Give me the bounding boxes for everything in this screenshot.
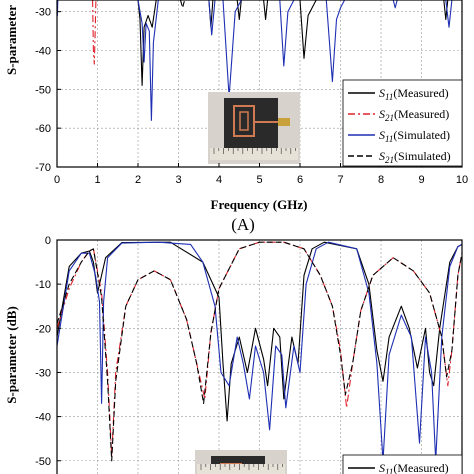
chart-panel-a: 0 1 2 3 4 5 6 7 8 9 10-30-40-50-60-70 S11(Measured…	[4, 0, 468, 234]
legend-symbol: S	[379, 128, 385, 142]
legend-text: (Measured)	[393, 86, 448, 100]
y-tick-label: -60	[35, 123, 51, 135]
device-photo-inset-b	[195, 450, 287, 474]
legend-text: (Simulated)	[394, 149, 451, 163]
x-tick-label: 0	[54, 174, 60, 186]
series-line-s11s-b	[57, 241, 462, 462]
y-tick-label: -20	[35, 323, 51, 335]
legend-subscript: 11	[385, 92, 393, 102]
y-tick-label: -40	[35, 412, 51, 424]
x-axis-label-a: Frequency (GHz)	[211, 197, 308, 212]
legend-subscript: 11	[385, 467, 393, 474]
y-tick-label: 0	[45, 235, 51, 247]
y-axis-label-b: S-parameter (dB)	[4, 306, 19, 404]
x-tick-label: 9	[418, 174, 424, 186]
chart-panel-b: 0 -10 -20 -30 -40 -50 S11(Measured) S-paramet…	[4, 235, 463, 474]
legend-entry: S21(Simulated)	[379, 149, 451, 165]
y-tick-label: -10	[35, 279, 51, 291]
plot-frame-b	[56, 239, 463, 474]
x-tick-label: 7	[337, 174, 343, 186]
legend-entry: S11(Measured)	[379, 86, 449, 102]
legend-subscript: 11	[385, 134, 393, 144]
y-tick-label: -50	[35, 84, 51, 96]
panel-label-a: (A)	[231, 215, 255, 234]
legend-text: (Measured)	[394, 107, 449, 121]
series-line-s21m-a	[92, 0, 97, 65]
y-tick-label: -30	[35, 367, 51, 379]
x-tick-label: 4	[216, 174, 222, 186]
legend-entry: S21(Measured)	[379, 107, 449, 123]
legend-text: (Measured)	[393, 461, 448, 474]
x-tick-label: 5	[256, 174, 262, 186]
legend-symbol: S	[379, 149, 385, 163]
legend-symbol: S	[379, 107, 385, 121]
x-tick-label: 1	[94, 174, 100, 186]
y-tick-label: -50	[35, 456, 51, 468]
legend-symbol: S	[379, 461, 385, 474]
legend-b: S11(Measured)	[342, 454, 463, 474]
x-tick-label: 3	[175, 174, 181, 186]
x-tick-label: 10	[456, 174, 468, 186]
series-line-s21s-a	[179, 0, 186, 9]
series-line-s11s-a	[57, 0, 453, 121]
legend-entry: S11(Simulated)	[379, 128, 450, 144]
series-line-s11m-a	[137, 0, 449, 86]
y-axis-label-a: S-parameter	[4, 5, 19, 75]
series-line-s21s-b	[57, 241, 462, 462]
y-tick-label: -40	[35, 45, 51, 57]
x-tick-label: 2	[135, 174, 141, 186]
legend-text: (Simulated)	[393, 128, 450, 142]
legend-subscript: 21	[385, 155, 394, 165]
legend-symbol: S	[379, 86, 385, 100]
legend-a: S11(Measured)S21(Measured)S11(Simulated)…	[342, 79, 463, 167]
legend-subscript: 21	[385, 113, 394, 123]
x-tick-label: 6	[297, 174, 303, 186]
legend-entry: S11(Measured)	[379, 461, 449, 474]
y-tick-label: -70	[35, 162, 51, 174]
y-tick-label: -30	[35, 7, 51, 19]
x-tick-label: 8	[378, 174, 384, 186]
device-photo-inset-a	[208, 92, 300, 164]
